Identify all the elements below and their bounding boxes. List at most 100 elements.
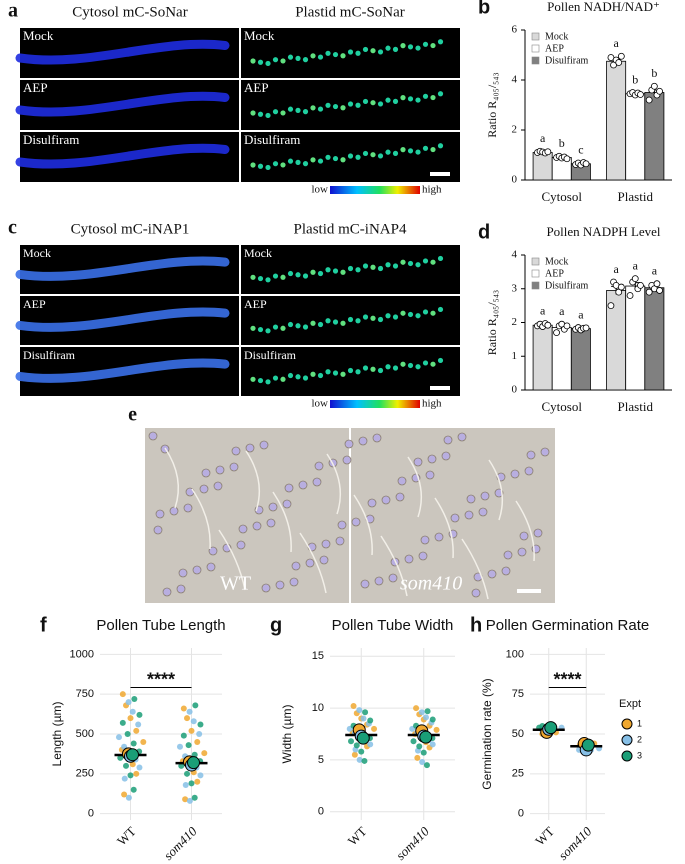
plastid-signal	[250, 110, 256, 116]
plastid-signal	[332, 370, 339, 376]
pollen-grain	[526, 450, 536, 460]
y-tick-label: 1000	[70, 648, 94, 660]
pollen-grain	[314, 461, 324, 471]
pollen-grain	[487, 569, 497, 579]
data-point	[371, 725, 378, 732]
plastid-signal	[302, 324, 309, 330]
legend-swatch	[531, 56, 540, 65]
plastid-signal	[317, 54, 324, 60]
pollen-grain	[517, 547, 527, 557]
plastid-signal	[392, 263, 399, 269]
significance-label: ****	[147, 669, 175, 689]
pollen-grain	[397, 476, 407, 486]
plastid-signal	[325, 267, 331, 273]
data-point	[188, 780, 195, 787]
bar	[625, 285, 646, 391]
plastid-signal	[317, 106, 324, 112]
data-point	[135, 721, 142, 728]
pollen-grain	[148, 431, 158, 441]
plastid-signal	[347, 101, 354, 107]
row-label: Disulfiram	[244, 132, 300, 147]
plastid-signal	[355, 267, 361, 273]
data-point	[413, 705, 420, 712]
bar	[570, 328, 591, 391]
plastid-signal	[437, 357, 444, 364]
experiment-mean	[356, 731, 370, 745]
legend-label: AEP	[545, 268, 564, 279]
cytosol-signal	[15, 358, 230, 383]
plastid-signal	[317, 158, 324, 164]
pollen-grain	[519, 531, 529, 541]
plastid-signal	[362, 263, 369, 269]
image-label: WT	[220, 573, 251, 595]
plastid-signal	[377, 265, 384, 272]
plastid-signal	[362, 150, 369, 157]
significance-label: ****	[553, 669, 581, 689]
pollen-grain	[478, 507, 488, 517]
data-point	[180, 705, 187, 712]
y-axis-label: Ratio R₄₀₅/₅₄₃	[485, 72, 499, 137]
x-tick-label: WT	[532, 824, 557, 849]
pollen-grain	[358, 436, 368, 446]
data-point	[424, 708, 431, 715]
data-point	[360, 715, 367, 722]
plastid-signal	[310, 320, 316, 326]
data-point	[184, 770, 191, 777]
legend-label: 1	[637, 718, 642, 728]
experiment-mean	[187, 756, 200, 770]
x-tick-label: Cytosol	[542, 189, 583, 204]
data-point	[615, 59, 623, 66]
pollen-grain	[342, 455, 352, 465]
plastid-signal	[302, 161, 309, 167]
cytosol-signal	[15, 143, 230, 169]
x-tick-label: Cytosol	[542, 399, 583, 414]
data-point	[125, 794, 132, 801]
pollen-grain	[231, 446, 241, 456]
plastid-signal	[295, 374, 301, 380]
y-tick-label: 250	[76, 768, 94, 780]
significance-letter: b	[651, 66, 657, 80]
plastid-signal	[287, 270, 294, 277]
bar	[606, 60, 627, 181]
data-point	[553, 329, 560, 337]
data-point	[422, 714, 429, 721]
plastid-signal	[355, 102, 361, 108]
significance-letter: a	[613, 262, 619, 276]
pollen-grain	[259, 440, 269, 450]
plastid-signal	[385, 45, 391, 51]
pollen-tube	[326, 453, 342, 515]
y-tick-label: 2	[512, 316, 518, 328]
pollen-grain	[540, 447, 550, 457]
y-tick-label: 0	[512, 384, 518, 396]
pollen-grain	[372, 433, 382, 443]
data-point	[350, 703, 357, 710]
data-point	[351, 751, 358, 758]
y-tick-label: 15	[312, 650, 324, 662]
legend-label: Disulfiram	[545, 55, 589, 66]
plastid-signal	[430, 361, 436, 367]
row-label: Mock	[23, 246, 51, 260]
plastid-signal	[347, 265, 354, 272]
plastid-signal	[340, 371, 346, 377]
pollen-tube	[218, 529, 246, 591]
legend-label: Disulfiram	[545, 280, 589, 291]
plastid-signal	[430, 94, 436, 101]
row-label: Mock	[244, 28, 275, 43]
pollen-grain	[418, 551, 428, 561]
plastid-signal	[392, 98, 399, 104]
plastid-signal	[325, 369, 331, 375]
pollen-grain	[503, 550, 513, 560]
plastid-signal	[287, 158, 294, 164]
y-axis-label: Germination rate (%)	[480, 678, 494, 789]
pollen-grain	[374, 576, 384, 586]
significance-letter: a	[633, 258, 639, 272]
pollen-tube	[164, 447, 180, 509]
plastid-signal	[280, 162, 286, 168]
plastid-signal	[377, 153, 384, 159]
chart-title: Pollen NADPH Level	[546, 224, 660, 239]
data-point	[653, 280, 661, 288]
data-point	[362, 709, 369, 716]
pollen-grain	[291, 561, 301, 571]
data-point	[367, 717, 374, 724]
legend-label: 3	[637, 750, 642, 760]
